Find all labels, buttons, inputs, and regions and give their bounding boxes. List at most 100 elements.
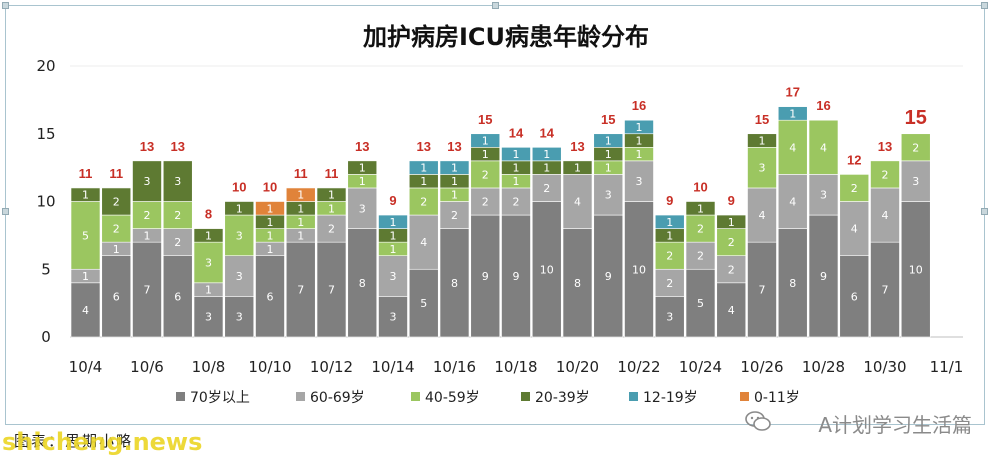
total-value-label: 15	[601, 112, 615, 127]
segment-value-label: 2	[882, 168, 889, 181]
resize-handle-top-left[interactable]	[2, 2, 9, 9]
segment-value-label: 1	[420, 175, 427, 188]
segment-value-label: 3	[636, 175, 643, 188]
bar-segment	[593, 174, 624, 216]
segment-value-label: 1	[390, 243, 397, 256]
bar-segment	[70, 201, 101, 270]
bar-segment	[470, 133, 501, 148]
segment-value-label: 1	[636, 148, 643, 161]
bar-segment	[747, 133, 777, 148]
segment-labels: 4151612271236223313133316111171111721183…	[82, 107, 923, 323]
total-value-label: 9	[666, 193, 673, 208]
total-value-label: 11	[109, 166, 123, 181]
segment-value-label: 1	[328, 189, 335, 202]
segment-value-label: 1	[513, 162, 520, 175]
legend-label: 20-39岁	[535, 390, 590, 406]
segment-value-label: 1	[759, 135, 766, 148]
bar-segment	[162, 201, 193, 229]
segment-value-label: 8	[574, 277, 581, 290]
segment-value-label: 2	[666, 250, 673, 263]
segment-value-label: 5	[697, 297, 704, 310]
segment-value-label: 1	[359, 175, 366, 188]
total-value-label: 11	[294, 166, 308, 181]
segment-value-label: 2	[513, 196, 520, 209]
segment-value-label: 2	[328, 223, 335, 236]
bar-segment	[716, 214, 747, 229]
legend-label: 60-69岁	[310, 390, 365, 406]
total-value-label: 15	[755, 112, 769, 127]
segment-value-label: 8	[789, 277, 796, 290]
segment-value-label: 1	[297, 216, 304, 229]
x-axis: 10/4 10/6 10/8 10/10 10/12 10/14 10/16 10/18 10/…	[69, 358, 964, 376]
bar-segment	[747, 147, 777, 189]
segment-value-label: 4	[851, 223, 858, 236]
bar-segment	[593, 214, 624, 338]
chart-title: 加护病房ICU病患年龄分布	[363, 23, 649, 51]
segment-value-label: 1	[451, 189, 458, 202]
x-tick-label: 10/10	[248, 358, 291, 376]
bar-segment	[285, 241, 316, 338]
y-tick-label: 20	[36, 57, 55, 75]
segment-value-label: 1	[82, 189, 89, 202]
resize-handle-left[interactable]	[2, 208, 9, 215]
segment-value-label: 3	[390, 270, 397, 283]
segment-value-label: 7	[759, 284, 766, 297]
legend-swatch	[740, 392, 749, 401]
segment-value-label: 1	[636, 121, 643, 134]
total-value-label: 9	[728, 193, 735, 208]
legend-label: 40-59岁	[425, 390, 480, 406]
segment-value-label: 4	[820, 141, 827, 154]
bar-segment	[900, 201, 931, 338]
segment-value-label: 7	[328, 284, 335, 297]
bar-segment	[870, 187, 900, 243]
segment-value-label: 1	[267, 202, 274, 215]
bar-segment	[470, 214, 501, 338]
segment-value-label: 1	[144, 229, 151, 242]
total-value-label: 14	[509, 125, 524, 140]
total-value-label: 13	[878, 139, 892, 154]
legend-label: 70岁以上	[190, 390, 250, 406]
site-watermark: shicheng.news	[2, 428, 203, 456]
resize-handle-top[interactable]	[492, 2, 499, 9]
segment-value-label: 10	[632, 263, 646, 276]
segment-value-label: 4	[728, 304, 735, 317]
segment-value-label: 6	[113, 290, 120, 303]
segment-value-label: 2	[174, 209, 181, 222]
segment-value-label: 1	[267, 216, 274, 229]
segment-value-label: 2	[851, 182, 858, 195]
account-watermark: A计划学习生活篇	[818, 413, 972, 437]
total-value-label: 15	[905, 107, 927, 129]
bar-segment	[378, 296, 408, 338]
bar-segment	[224, 201, 255, 216]
bar-segment	[439, 228, 470, 338]
x-tick-label: 10/26	[740, 358, 783, 376]
segment-value-label: 3	[605, 189, 612, 202]
bar-segment	[132, 241, 162, 338]
segment-value-label: 1	[297, 202, 304, 215]
legend-swatch	[296, 392, 305, 401]
segment-value-label: 1	[205, 284, 212, 297]
bar-segment	[685, 241, 716, 270]
total-value-label: 10	[232, 180, 246, 195]
segment-value-label: 2	[113, 223, 120, 236]
resize-handle-top-right[interactable]	[981, 2, 988, 9]
segment-value-label: 3	[759, 162, 766, 175]
segment-value-label: 2	[482, 168, 489, 181]
segment-value-label: 1	[789, 107, 796, 120]
segment-value-label: 2	[697, 223, 704, 236]
bar-segment	[132, 160, 162, 202]
bar-segment	[224, 255, 255, 297]
segment-value-label: 1	[451, 162, 458, 175]
segment-value-label: 3	[174, 175, 181, 188]
segment-value-label: 1	[728, 216, 735, 229]
segment-value-label: 3	[912, 175, 919, 188]
total-value-label: 14	[540, 125, 555, 140]
total-value-label: 13	[570, 139, 584, 154]
bar-segment	[531, 147, 562, 162]
segment-value-label: 2	[420, 196, 427, 209]
resize-handle-right[interactable]	[981, 208, 988, 215]
segment-value-label: 2	[482, 196, 489, 209]
segment-value-label: 1	[605, 148, 612, 161]
bar-segment	[162, 228, 193, 257]
bar-segment	[101, 214, 132, 243]
